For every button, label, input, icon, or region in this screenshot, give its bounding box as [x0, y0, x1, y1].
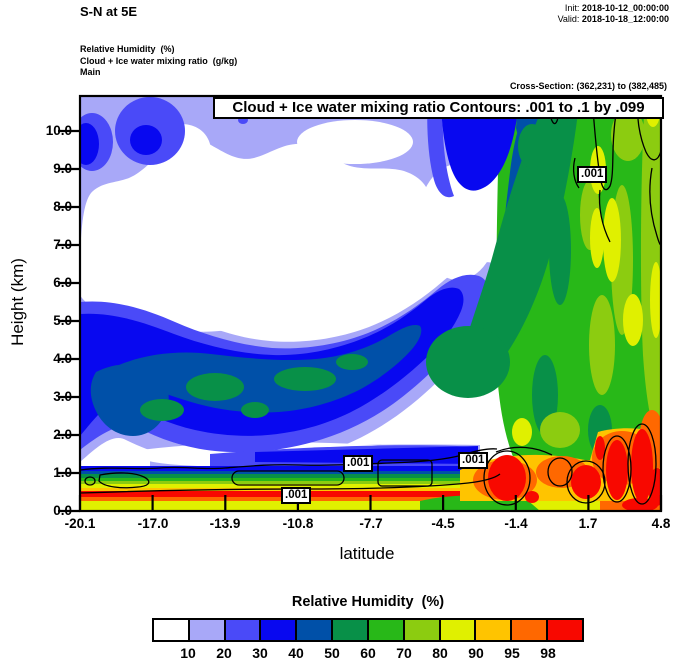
contour-label: .001 — [343, 455, 374, 472]
colorbar — [152, 618, 584, 642]
x-tick-label: -1.4 — [504, 516, 528, 531]
bottom-right-warm-zone — [460, 410, 661, 511]
colorbar-cell — [546, 620, 582, 640]
colorbar-label: 70 — [396, 645, 412, 661]
y-tick-label: 7.0 — [53, 237, 72, 252]
y-tick-label: 9.0 — [53, 161, 72, 176]
init-time: Init: 2018-10-12_00:00:00 — [564, 3, 669, 13]
colorbar-cell — [402, 620, 439, 640]
y-tick-label: 6.0 — [53, 275, 72, 290]
x-tick-label: 4.8 — [651, 516, 671, 531]
page-title: S-N at 5E — [80, 4, 138, 19]
y-tick-label: 8.0 — [53, 199, 72, 214]
colorbar-cell — [154, 620, 188, 640]
contour-label: .001 — [577, 166, 608, 183]
colorbar-label: 40 — [288, 645, 304, 661]
colorbar-cell — [474, 620, 511, 640]
y-tick-label: 3.0 — [53, 389, 72, 404]
y-tick-label: 1.0 — [53, 465, 72, 480]
colorbar-label: 50 — [324, 645, 340, 661]
colorbar-label: 30 — [252, 645, 268, 661]
field-domain: Main — [80, 67, 101, 77]
colorbar-label: 80 — [432, 645, 448, 661]
x-axis-title: latitude — [339, 544, 395, 563]
colorbar-label: 10 — [180, 645, 196, 661]
y-tick-label: 2.0 — [53, 427, 72, 442]
field-rh: Relative Humidity (%) — [80, 44, 175, 54]
colorbar-label: 60 — [360, 645, 376, 661]
colorbar-label: 20 — [216, 645, 232, 661]
x-tick-label: -4.5 — [431, 516, 455, 531]
colorbar-cell — [510, 620, 547, 640]
x-tick-label: -7.7 — [359, 516, 383, 531]
contour-label: .001 — [458, 452, 489, 469]
x-tick-label: -20.1 — [64, 516, 96, 531]
colorbar-cell — [331, 620, 367, 640]
x-tick-label: 1.7 — [578, 516, 598, 531]
x-tick-label: -13.9 — [209, 516, 241, 531]
field-cloud-ice: Cloud + Ice water mixing ratio (g/kg) — [80, 55, 238, 66]
y-tick-label: 10.0 — [45, 123, 72, 138]
y-tick-label: 4.0 — [53, 351, 72, 366]
contour-title-box: Cloud + Ice water mixing ratio Contours:… — [213, 97, 664, 119]
colorbar-title: Relative Humidity (%) — [291, 594, 445, 610]
colorbar-cell — [295, 620, 332, 640]
colorbar-cell — [223, 620, 260, 640]
x-tick-label: -10.8 — [282, 516, 314, 531]
colorbar-label: 98 — [540, 645, 556, 661]
colorbar-cell — [438, 620, 475, 640]
colorbar-label: 90 — [468, 645, 484, 661]
rh-fill-regions — [80, 96, 661, 511]
field-list: Relative Humidity (%) Cloud + Ice water … — [80, 44, 237, 79]
y-tick-label: 0.0 — [53, 503, 72, 518]
colorbar-cell — [259, 620, 296, 640]
x-tick-label: -17.0 — [137, 516, 169, 531]
cross-section-coords: Cross-Section: (362,231) to (382,485) — [509, 81, 667, 91]
contour-label: .001 — [281, 487, 312, 504]
y-tick-label: 5.0 — [53, 313, 72, 328]
colorbar-label: 95 — [504, 645, 520, 661]
colorbar-cell — [187, 620, 224, 640]
colorbar-cell — [366, 620, 403, 640]
y-axis-title: Height (km) — [8, 258, 27, 346]
valid-time: Valid: 2018-10-18_12:00:00 — [557, 14, 669, 24]
